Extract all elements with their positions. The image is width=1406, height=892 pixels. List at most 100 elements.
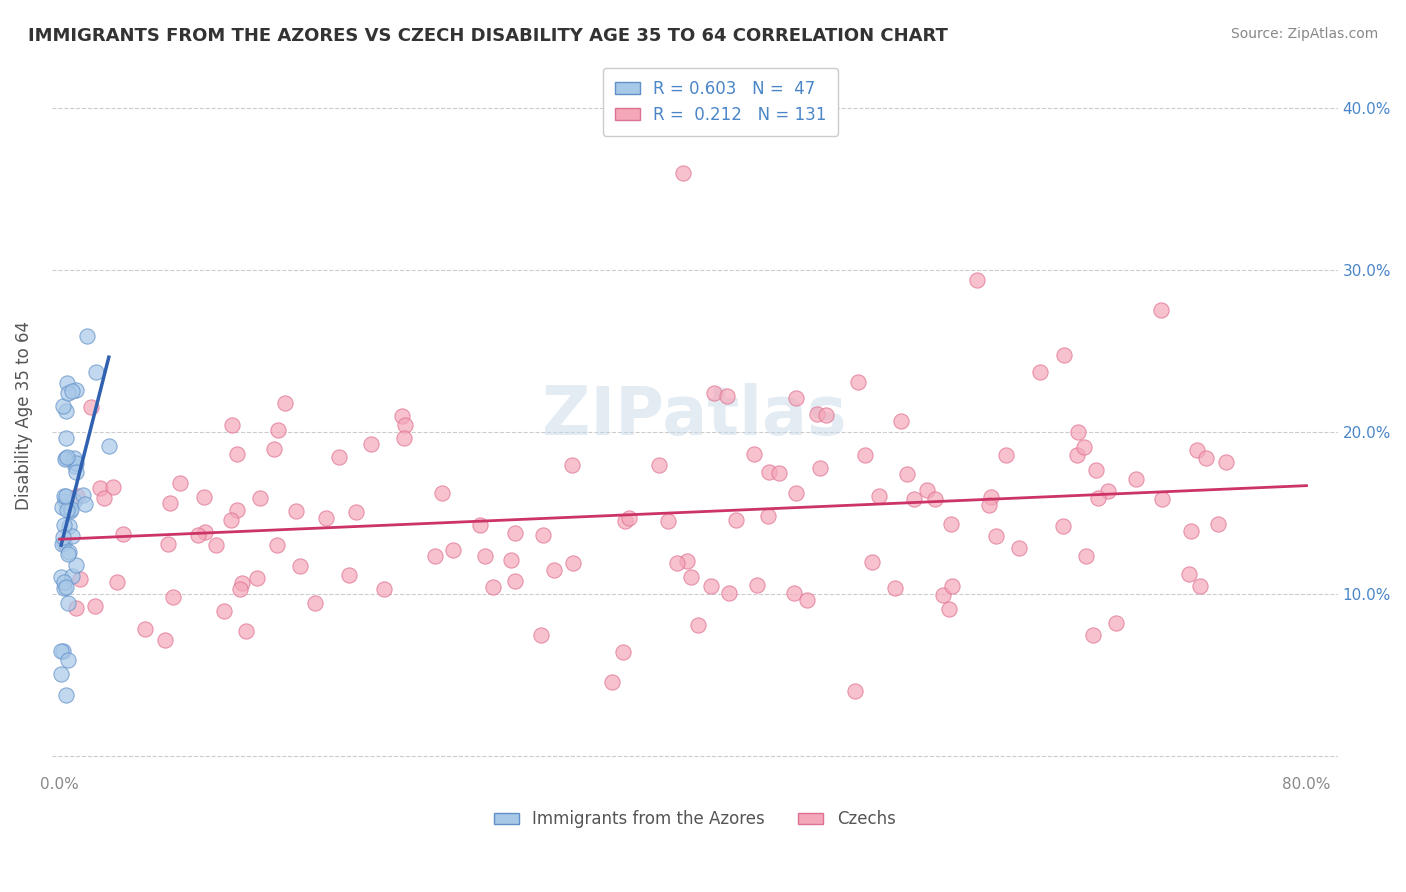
Point: [76, 329, 98, 343]
Point: [52, 582, 75, 596]
Point: [55, 450, 77, 465]
Point: [315, 511, 337, 525]
Point: [796, 592, 818, 607]
Point: [73, 497, 96, 511]
Point: [55, 489, 77, 503]
Point: [53, 574, 76, 589]
Point: [55, 580, 77, 594]
Point: [235, 624, 257, 638]
Point: [938, 602, 960, 616]
Point: [231, 576, 253, 591]
Point: [285, 504, 308, 518]
Point: [612, 645, 634, 659]
Point: [65, 383, 87, 397]
Point: [808, 461, 831, 475]
Point: [219, 513, 242, 527]
Point: [806, 407, 828, 421]
Point: [441, 542, 464, 557]
Point: [1215, 455, 1237, 469]
Point: [1150, 303, 1173, 318]
Point: [55, 688, 77, 702]
Point: [49, 643, 72, 657]
Point: [58, 545, 80, 559]
Point: [55, 430, 77, 444]
Point: [55, 376, 77, 390]
Point: [853, 448, 876, 462]
Point: [681, 570, 703, 584]
Point: [1007, 541, 1029, 556]
Point: [56, 386, 79, 401]
Point: [896, 467, 918, 482]
Point: [657, 514, 679, 528]
Point: [768, 466, 790, 480]
Point: [1187, 443, 1209, 458]
Point: [703, 385, 725, 400]
Point: [474, 549, 496, 563]
Point: [266, 538, 288, 552]
Point: [55, 450, 77, 465]
Point: [157, 537, 180, 551]
Point: [391, 409, 413, 423]
Point: [1053, 348, 1076, 362]
Point: [1067, 425, 1090, 439]
Point: [1066, 448, 1088, 462]
Point: [562, 556, 585, 570]
Point: [304, 596, 326, 610]
Point: [699, 579, 721, 593]
Point: [890, 414, 912, 428]
Point: [758, 465, 780, 479]
Point: [84, 365, 107, 379]
Point: [470, 517, 492, 532]
Point: [941, 517, 963, 532]
Point: [718, 585, 741, 599]
Point: [101, 480, 124, 494]
Point: [51, 537, 73, 551]
Point: [747, 578, 769, 592]
Point: [1189, 579, 1212, 593]
Point: [503, 525, 526, 540]
Point: [742, 447, 765, 461]
Point: [941, 579, 963, 593]
Point: [716, 389, 738, 403]
Point: [93, 491, 115, 505]
Point: [1073, 441, 1095, 455]
Point: [499, 552, 522, 566]
Point: [756, 509, 779, 524]
Point: [63, 450, 86, 465]
Point: [665, 557, 688, 571]
Point: [676, 554, 699, 568]
Point: [49, 667, 72, 681]
Point: [360, 436, 382, 450]
Point: [1150, 491, 1173, 506]
Point: [49, 569, 72, 583]
Point: [724, 513, 747, 527]
Point: [105, 575, 128, 590]
Point: [430, 485, 453, 500]
Legend: Immigrants from the Azores, Czechs: Immigrants from the Azores, Czechs: [488, 804, 903, 835]
Point: [60, 384, 83, 398]
Point: [844, 684, 866, 698]
Point: [328, 450, 350, 465]
Point: [966, 272, 988, 286]
Point: [344, 505, 367, 519]
Point: [531, 527, 554, 541]
Point: [55, 502, 77, 516]
Point: [55, 403, 77, 417]
Point: [785, 486, 807, 500]
Text: Source: ZipAtlas.com: Source: ZipAtlas.com: [1230, 27, 1378, 41]
Point: [159, 496, 181, 510]
Point: [58, 547, 80, 561]
Point: [860, 556, 883, 570]
Point: [932, 588, 955, 602]
Point: [53, 451, 76, 466]
Point: [423, 549, 446, 563]
Point: [53, 489, 76, 503]
Point: [65, 601, 87, 615]
Point: [672, 166, 695, 180]
Point: [52, 535, 75, 549]
Point: [53, 494, 76, 508]
Point: [60, 568, 83, 582]
Point: [1180, 524, 1202, 538]
Point: [924, 492, 946, 507]
Point: [1029, 365, 1052, 379]
